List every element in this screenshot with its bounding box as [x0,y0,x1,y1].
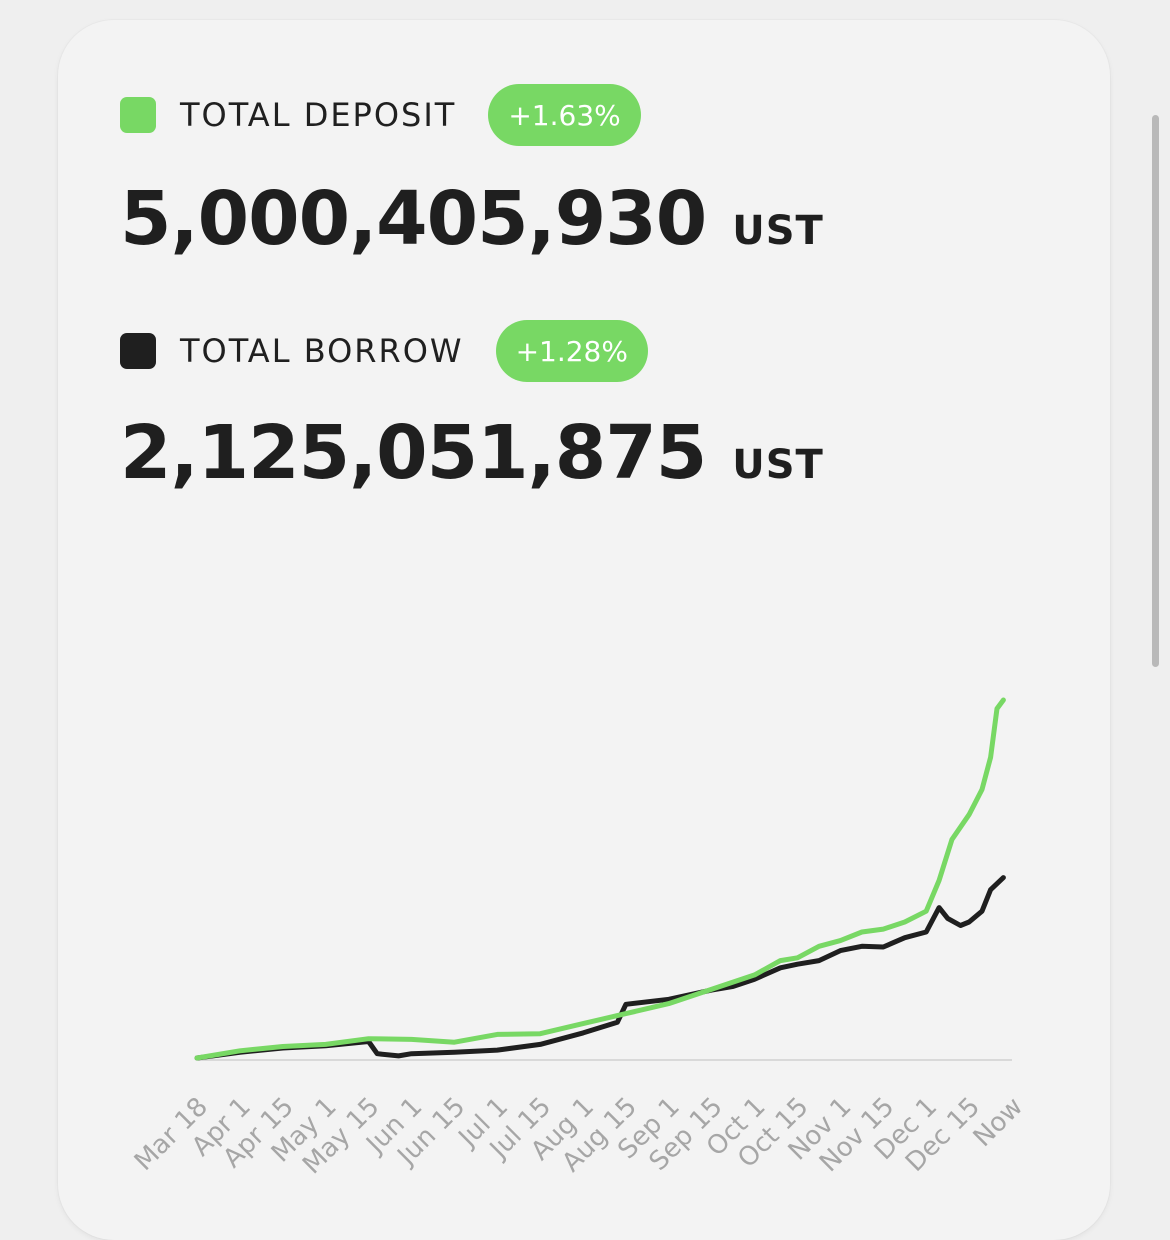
chart-series [194,697,1006,1061]
deposit-unit: UST [732,208,824,254]
deposit-label: TOTAL DEPOSIT [180,96,457,134]
borrow-series-line [194,875,1006,1061]
deposit-value: 5,000,405,930 UST [120,176,824,262]
borrow-amount: 2,125,051,875 [120,410,707,496]
borrow-legend-swatch [120,333,156,369]
borrow-unit: UST [732,442,824,488]
borrow-header: TOTAL BORROW +1.28% [120,320,648,382]
deposit-header: TOTAL DEPOSIT +1.63% [120,84,641,146]
deposit-amount: 5,000,405,930 [120,176,707,262]
borrow-value: 2,125,051,875 UST [120,410,824,496]
deposit-change-badge: +1.63% [488,84,641,146]
x-tick-label: Now [968,1092,1029,1153]
scrollbar[interactable] [1152,115,1159,667]
deposit-series-line [194,697,1006,1061]
deposit-legend-swatch [120,97,156,133]
borrow-label: TOTAL BORROW [180,332,464,370]
stats-card [58,20,1110,1240]
borrow-change-badge: +1.28% [495,320,648,382]
